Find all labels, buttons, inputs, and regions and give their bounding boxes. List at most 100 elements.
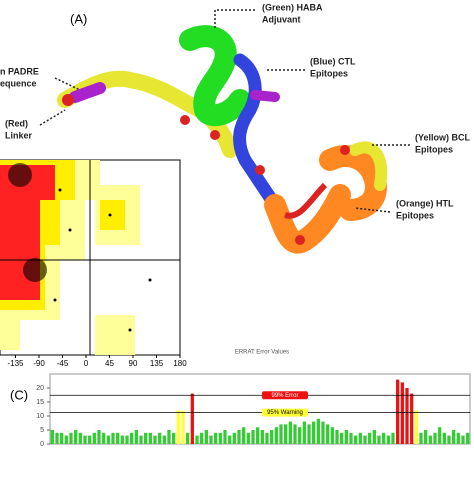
bar — [130, 432, 134, 444]
annotation-arrows — [39, 9, 410, 213]
bar — [223, 430, 227, 444]
bar — [50, 430, 54, 444]
bar — [256, 427, 260, 444]
bar — [237, 430, 241, 444]
bar — [396, 379, 400, 444]
bar — [433, 432, 437, 444]
bar — [386, 435, 390, 444]
x-tick-label: -135 — [7, 359, 24, 368]
bar — [92, 432, 96, 444]
bar — [307, 424, 311, 444]
bar — [265, 432, 269, 444]
annotation: (Green) HABA — [262, 2, 323, 12]
bar — [298, 427, 302, 444]
error-label-box — [262, 391, 308, 400]
bar — [279, 424, 283, 444]
bar — [172, 432, 176, 444]
y-tick-label: 10 — [36, 413, 44, 420]
bar — [354, 435, 358, 444]
warning-label-box — [262, 408, 308, 417]
bar — [340, 432, 344, 444]
bar — [106, 435, 110, 444]
bar — [274, 427, 278, 444]
bar — [134, 430, 138, 444]
bar — [162, 435, 166, 444]
bar — [158, 432, 162, 444]
bar — [209, 435, 213, 444]
bar — [260, 430, 264, 444]
bar — [410, 393, 414, 444]
plot-area — [49, 373, 471, 445]
bar — [176, 410, 180, 444]
bar — [330, 427, 334, 444]
bar — [452, 430, 456, 444]
bar — [204, 430, 208, 444]
bar — [358, 432, 362, 444]
bar — [69, 432, 73, 444]
bar — [125, 435, 129, 444]
bar — [424, 430, 428, 444]
bar — [414, 410, 418, 444]
annotation: Linker — [5, 130, 33, 140]
bar — [218, 432, 222, 444]
bar — [270, 430, 274, 444]
bar — [428, 435, 432, 444]
bar — [377, 435, 381, 444]
x-tick-label: 45 — [105, 359, 114, 368]
bar — [148, 432, 152, 444]
annotation: Epitopes — [310, 68, 348, 78]
bar — [232, 432, 236, 444]
x-tick-label: 90 — [129, 359, 138, 368]
annotation: Epitopes — [415, 144, 453, 154]
bar — [120, 435, 124, 444]
x-tick-label: -90 — [33, 359, 45, 368]
bar — [74, 430, 78, 444]
annotation: equence — [0, 78, 37, 88]
bar — [200, 432, 204, 444]
bar — [302, 421, 306, 444]
bar — [419, 432, 423, 444]
annotation: n PADRE — [0, 66, 39, 76]
error-label: 99% Error — [271, 393, 298, 399]
bar — [167, 430, 171, 444]
y-tick-label: 20 — [36, 385, 44, 392]
bar — [195, 435, 199, 444]
bar — [321, 421, 325, 444]
panel-label: (A) — [70, 11, 87, 26]
bar — [447, 435, 451, 444]
chart-title: ERRAT Error Values — [235, 350, 289, 356]
annotation: (Orange) HTL — [396, 198, 454, 208]
bar — [214, 432, 218, 444]
y-tick-label: 15 — [36, 399, 44, 406]
bar — [97, 430, 101, 444]
y-tick-label: 5 — [40, 427, 44, 434]
bar — [391, 432, 395, 444]
bar — [55, 432, 59, 444]
bar — [88, 435, 92, 444]
bar — [344, 430, 348, 444]
bar — [64, 435, 68, 444]
bar — [102, 432, 106, 444]
annotation: (Red) — [5, 118, 28, 128]
x-tick-label: 135 — [150, 359, 164, 368]
bar — [111, 432, 115, 444]
bar — [316, 418, 320, 444]
x-tick-label: 0 — [84, 359, 89, 368]
bar — [153, 435, 157, 444]
bar — [228, 435, 232, 444]
bar — [246, 432, 250, 444]
bar — [186, 432, 190, 444]
bar — [116, 432, 120, 444]
annotation: (Yellow) BCL — [415, 132, 471, 142]
bar — [284, 424, 288, 444]
ramachandran-plot — [0, 159, 181, 356]
bar — [144, 432, 148, 444]
bar — [83, 435, 87, 444]
bar — [438, 427, 442, 444]
bar — [372, 430, 376, 444]
bar — [288, 421, 292, 444]
bar — [400, 382, 404, 444]
bar — [382, 432, 386, 444]
bar — [466, 432, 470, 444]
